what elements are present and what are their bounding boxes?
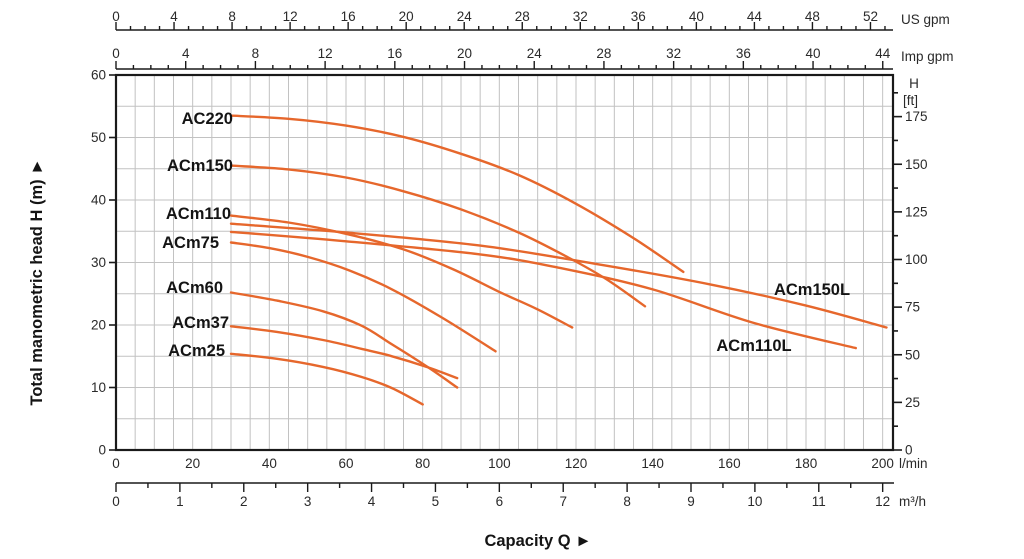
us-gpm-tick-label: 36 bbox=[631, 9, 646, 24]
curve-ACm110 bbox=[229, 214, 574, 329]
m3h-tick-label: 0 bbox=[112, 494, 120, 509]
left-tick-label: 40 bbox=[91, 193, 106, 208]
right-tick-label: 175 bbox=[905, 109, 928, 124]
us-gpm-tick-label: 12 bbox=[283, 9, 298, 24]
curve-label-ACm60: ACm60 bbox=[166, 279, 223, 297]
right-tick-label: 150 bbox=[905, 157, 928, 172]
right-tick-label: 125 bbox=[905, 204, 928, 219]
us-gpm-tick-label: 20 bbox=[399, 9, 414, 24]
m3h-unit: m³/h bbox=[899, 494, 926, 509]
curve-ACm110L bbox=[229, 230, 857, 350]
curve-ACm37 bbox=[229, 325, 459, 380]
imp-gpm-tick-label: 4 bbox=[182, 46, 190, 61]
curve-label-ACm37: ACm37 bbox=[172, 314, 229, 332]
m3h-tick-label: 11 bbox=[812, 494, 826, 509]
imp-gpm-tick-label: 12 bbox=[318, 46, 333, 61]
curve-label-ACm25: ACm25 bbox=[168, 342, 225, 360]
m3h-tick-label: 2 bbox=[240, 494, 248, 509]
left-tick-label: 60 bbox=[91, 68, 106, 83]
imp-gpm-tick-label: 36 bbox=[736, 46, 751, 61]
imp-gpm-tick-label: 0 bbox=[112, 46, 120, 61]
us-gpm-tick-label: 40 bbox=[689, 9, 704, 24]
lmin-tick-label: 60 bbox=[338, 456, 353, 471]
curve-label-ACm150: ACm150 bbox=[167, 157, 233, 175]
m3h-tick-label: 4 bbox=[368, 494, 376, 509]
m3h-tick-label: 5 bbox=[432, 494, 440, 509]
curve-label-ACm110: ACm110 bbox=[166, 205, 231, 223]
curve-label-ACm110L: ACm110L bbox=[716, 337, 791, 355]
m3h-tick-label: 9 bbox=[687, 494, 695, 509]
lmin-tick-label: 40 bbox=[262, 456, 277, 471]
imp-gpm-tick-label: 28 bbox=[596, 46, 611, 61]
us-gpm-tick-label: 16 bbox=[341, 9, 356, 24]
right-axis-unit-ft: [ft] bbox=[903, 93, 918, 108]
imp-gpm-tick-label: 16 bbox=[387, 46, 402, 61]
imp-gpm-tick-label: 40 bbox=[806, 46, 821, 61]
us-gpm-tick-label: 0 bbox=[112, 9, 120, 24]
curve-label-AC220: AC220 bbox=[182, 110, 233, 128]
lmin-tick-label: 80 bbox=[415, 456, 430, 471]
us-gpm-tick-label: 52 bbox=[863, 9, 878, 24]
m3h-tick-label: 12 bbox=[875, 494, 890, 509]
imp-gpm-unit: Imp gpm bbox=[901, 49, 954, 64]
right-tick-label: 0 bbox=[905, 443, 913, 458]
curve-ACm75 bbox=[229, 241, 497, 353]
lmin-tick-label: 160 bbox=[718, 456, 741, 471]
lmin-tick-label: 120 bbox=[565, 456, 588, 471]
lmin-tick-label: 140 bbox=[641, 456, 664, 471]
m3h-tick-label: 1 bbox=[176, 494, 184, 509]
us-gpm-tick-label: 44 bbox=[747, 9, 763, 24]
right-tick-label: 50 bbox=[905, 347, 920, 362]
right-tick-label: 25 bbox=[905, 395, 920, 410]
us-gpm-tick-label: 32 bbox=[573, 9, 588, 24]
lmin-tick-label: 20 bbox=[185, 456, 200, 471]
lmin-tick-label: 180 bbox=[795, 456, 818, 471]
m3h-tick-label: 7 bbox=[559, 494, 567, 509]
lmin-tick-label: 100 bbox=[488, 456, 511, 471]
us-gpm-tick-label: 24 bbox=[457, 9, 473, 24]
curve-ACm25 bbox=[229, 352, 424, 406]
right-tick-label: 100 bbox=[905, 252, 928, 267]
curve-label-ACm75: ACm75 bbox=[162, 234, 219, 252]
imp-gpm-tick-label: 8 bbox=[252, 46, 260, 61]
us-gpm-tick-label: 4 bbox=[170, 9, 178, 24]
imp-gpm-tick-label: 24 bbox=[527, 46, 543, 61]
us-gpm-tick-label: 48 bbox=[805, 9, 820, 24]
m3h-tick-label: 10 bbox=[747, 494, 762, 509]
curve-label-ACm150L: ACm150L bbox=[774, 281, 850, 299]
m3h-tick-label: 6 bbox=[496, 494, 504, 509]
us-gpm-tick-label: 8 bbox=[228, 9, 236, 24]
us-gpm-tick-label: 28 bbox=[515, 9, 530, 24]
lmin-unit: l/min bbox=[899, 456, 928, 471]
imp-gpm-tick-label: 32 bbox=[666, 46, 681, 61]
y-axis-title: Total manometric head H (m) ► bbox=[28, 158, 46, 405]
left-tick-label: 10 bbox=[91, 380, 106, 395]
lmin-tick-label: 0 bbox=[112, 456, 120, 471]
imp-gpm-tick-label: 20 bbox=[457, 46, 472, 61]
curve-AC220 bbox=[229, 114, 685, 274]
left-tick-label: 20 bbox=[91, 318, 106, 333]
right-tick-label: 75 bbox=[905, 300, 920, 315]
lmin-tick-label: 200 bbox=[871, 456, 894, 471]
m3h-tick-label: 8 bbox=[623, 494, 631, 509]
us-gpm-unit: US gpm bbox=[901, 12, 950, 27]
curve-ACm150 bbox=[229, 164, 647, 308]
left-tick-label: 0 bbox=[98, 443, 106, 458]
x-axis-title: Capacity Q ► bbox=[484, 532, 591, 550]
right-axis-unit-H: H bbox=[909, 76, 919, 91]
m3h-tick-label: 3 bbox=[304, 494, 312, 509]
left-tick-label: 30 bbox=[91, 255, 106, 270]
imp-gpm-tick-label: 44 bbox=[875, 46, 891, 61]
curve-ACm150L bbox=[229, 222, 888, 329]
left-tick-label: 50 bbox=[91, 130, 106, 145]
